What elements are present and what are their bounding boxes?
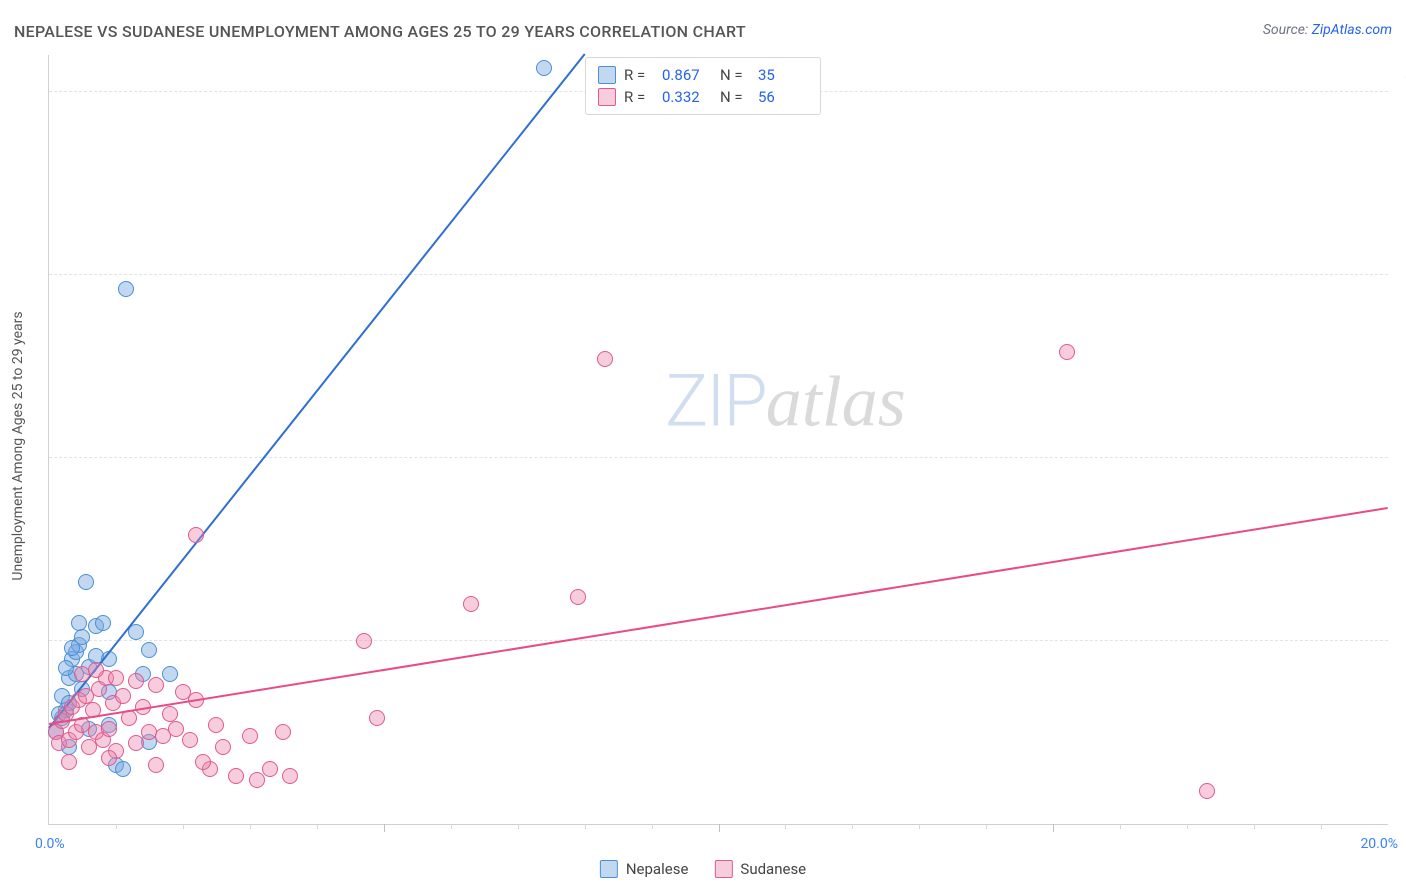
data-point-sudanese <box>195 754 211 770</box>
data-point-sudanese <box>463 596 479 612</box>
x-tick <box>1187 824 1188 829</box>
data-point-nepalese <box>95 615 111 631</box>
swatch-sudanese <box>598 88 616 106</box>
y-tick-label: 10.0% <box>1393 617 1406 633</box>
data-point-sudanese <box>148 677 164 693</box>
trendline-sudanese <box>49 507 1388 725</box>
data-point-sudanese <box>101 750 117 766</box>
x-tick <box>183 824 184 829</box>
y-tick-label: 40.0% <box>1393 68 1406 84</box>
correlation-legend: R = 0.867 N = 35 R = 0.332 N = 56 <box>585 57 821 115</box>
trendline-nepalese <box>48 53 585 728</box>
data-point-sudanese <box>101 721 117 737</box>
data-point-sudanese <box>108 670 124 686</box>
x-tick <box>585 824 586 829</box>
legend-item-nepalese: Nepalese <box>600 860 689 878</box>
source-attribution: Source: ZipAtlas.com <box>1263 22 1392 38</box>
legend-row-sudanese: R = 0.332 N = 56 <box>598 86 808 108</box>
x-tick <box>384 824 385 832</box>
data-point-sudanese <box>61 754 77 770</box>
x-axis-max-label: 20.0% <box>1360 836 1398 852</box>
data-point-nepalese <box>118 281 134 297</box>
data-point-sudanese <box>128 673 144 689</box>
chart-title: NEPALESE VS SUDANESE UNEMPLOYMENT AMONG … <box>14 22 746 41</box>
data-point-sudanese <box>369 710 385 726</box>
data-point-sudanese <box>208 717 224 733</box>
n-label: N = <box>720 88 750 106</box>
data-point-sudanese <box>182 732 198 748</box>
data-point-sudanese <box>168 721 184 737</box>
x-tick <box>518 824 519 829</box>
n-value-sudanese: 56 <box>758 88 808 106</box>
r-label: R = <box>624 88 654 106</box>
data-point-sudanese <box>597 351 613 367</box>
watermark-atlas: atlas <box>766 362 906 442</box>
legend-row-nepalese: R = 0.867 N = 35 <box>598 64 808 86</box>
x-tick <box>317 824 318 829</box>
swatch-sudanese <box>714 860 732 878</box>
r-value-nepalese: 0.867 <box>662 66 712 84</box>
x-tick <box>852 824 853 829</box>
data-point-sudanese <box>148 757 164 773</box>
data-point-nepalese <box>78 574 94 590</box>
legend-label-sudanese: Sudanese <box>740 860 806 878</box>
series-legend: Nepalese Sudanese <box>600 860 806 878</box>
data-point-sudanese <box>128 735 144 751</box>
x-tick <box>1321 824 1322 829</box>
n-value-nepalese: 35 <box>758 66 808 84</box>
watermark-zip: ZIP <box>665 359 766 444</box>
x-tick <box>451 824 452 829</box>
data-point-sudanese <box>115 688 131 704</box>
x-tick <box>1053 824 1054 832</box>
data-point-nepalese <box>162 666 178 682</box>
source-label: Source: <box>1263 22 1312 38</box>
gridline <box>49 640 1388 641</box>
data-point-sudanese <box>570 589 586 605</box>
source-link[interactable]: ZipAtlas.com <box>1312 22 1392 38</box>
data-point-nepalese <box>141 642 157 658</box>
data-point-sudanese <box>188 527 204 543</box>
watermark: ZIPatlas <box>665 359 906 444</box>
data-point-nepalese <box>64 640 80 656</box>
swatch-nepalese <box>600 860 618 878</box>
data-point-nepalese <box>58 660 74 676</box>
data-point-sudanese <box>262 761 278 777</box>
y-axis-title: Unemployment Among Ages 25 to 29 years <box>10 311 26 580</box>
data-point-sudanese <box>356 633 372 649</box>
r-label: R = <box>624 66 654 84</box>
data-point-sudanese <box>215 739 231 755</box>
x-tick <box>719 824 720 832</box>
x-tick <box>785 824 786 829</box>
data-point-sudanese <box>88 662 104 678</box>
legend-label-nepalese: Nepalese <box>626 860 689 878</box>
x-tick <box>919 824 920 829</box>
data-point-nepalese <box>71 615 87 631</box>
data-point-sudanese <box>275 724 291 740</box>
data-point-sudanese <box>242 728 258 744</box>
gridline <box>49 457 1388 458</box>
y-tick-label: 20.0% <box>1393 434 1406 450</box>
legend-item-sudanese: Sudanese <box>714 860 806 878</box>
gridline <box>49 274 1388 275</box>
x-tick <box>652 824 653 829</box>
x-tick <box>1120 824 1121 829</box>
data-point-sudanese <box>162 706 178 722</box>
x-axis-min-label: 0.0% <box>35 836 65 852</box>
x-tick <box>1254 824 1255 829</box>
scatter-chart: ZIPatlas 0.0% 20.0% 10.0%20.0%30.0%40.0% <box>48 55 1388 825</box>
n-label: N = <box>720 66 750 84</box>
data-point-sudanese <box>228 768 244 784</box>
y-tick-label: 30.0% <box>1393 251 1406 267</box>
x-tick <box>986 824 987 829</box>
r-value-sudanese: 0.332 <box>662 88 712 106</box>
swatch-nepalese <box>598 66 616 84</box>
data-point-sudanese <box>249 772 265 788</box>
data-point-sudanese <box>1199 783 1215 799</box>
x-tick <box>116 824 117 829</box>
data-point-sudanese <box>282 768 298 784</box>
data-point-nepalese <box>115 761 131 777</box>
data-point-sudanese <box>1059 344 1075 360</box>
data-point-nepalese <box>536 60 552 76</box>
x-tick <box>250 824 251 829</box>
